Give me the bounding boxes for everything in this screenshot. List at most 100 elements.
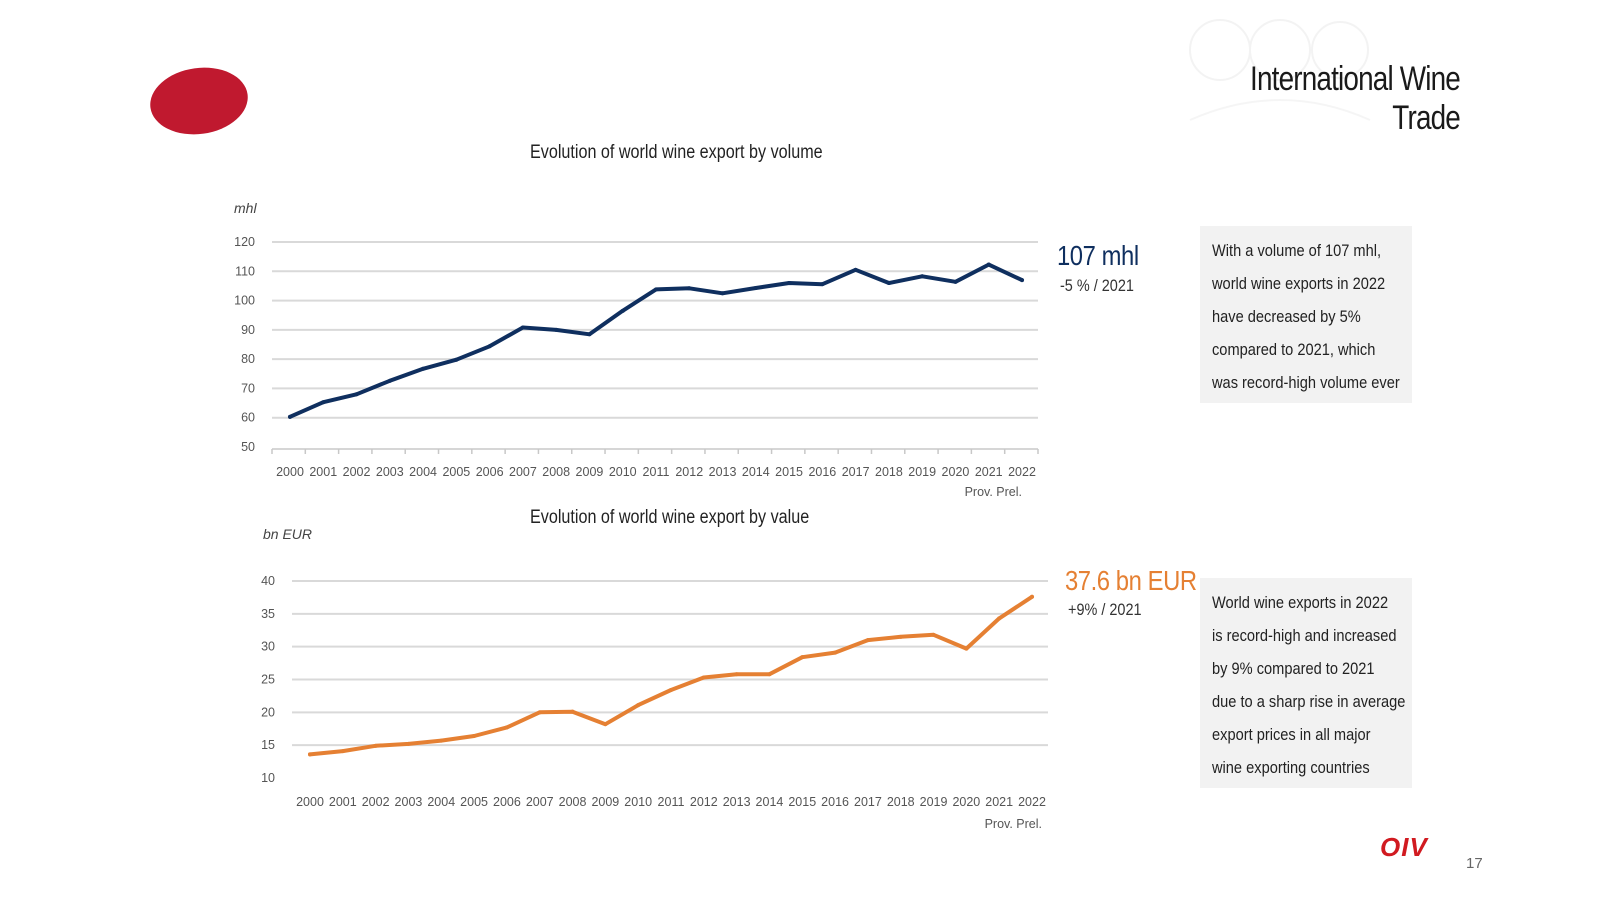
volume-data-point — [288, 414, 292, 419]
volume-data-point — [920, 274, 925, 279]
value-y-tick-label: 25 — [261, 673, 275, 687]
value-x-tick-label: 2001 — [329, 795, 357, 809]
volume-y-tick-label: 120 — [234, 235, 255, 249]
volume-x-tick-label: 2020 — [942, 465, 970, 479]
value-data-point — [636, 703, 641, 708]
value-y-tick-label: 30 — [261, 640, 275, 654]
value-data-point — [800, 655, 805, 660]
value-data-point — [1030, 594, 1034, 599]
value-unit-label: bn EUR — [263, 526, 313, 542]
volume-callout-value: 107 mhl — [1057, 240, 1139, 271]
value-x-tick-label: 2019 — [920, 795, 948, 809]
value-x-tick-label: 2000 — [296, 795, 324, 809]
volume-x-tick-label: 2001 — [309, 465, 337, 479]
volume-x-tick-label: 2011 — [643, 465, 670, 479]
value-x-tick-label: 2003 — [395, 795, 423, 809]
volume-x-tick-label: 2021 — [975, 465, 1003, 479]
value-data-point — [340, 749, 345, 754]
value-x-tick-label: 2004 — [427, 795, 455, 809]
value-note-line: due to a sharp rise in average — [1212, 692, 1406, 711]
volume-x-tick-label: 2009 — [576, 465, 604, 479]
value-data-point — [669, 688, 673, 693]
volume-data-point — [587, 332, 592, 337]
volume-data-point — [1020, 278, 1024, 283]
volume-x-tick-label: 2007 — [509, 465, 537, 479]
volume-note-box: With a volume of 107 mhl, world wine exp… — [1200, 226, 1412, 403]
value-series-line — [308, 594, 1034, 757]
volume-x-tick-label: 2006 — [476, 465, 504, 479]
value-note-line: wine exporting countries — [1212, 758, 1370, 777]
volume-data-point — [487, 344, 492, 349]
value-data-point — [833, 650, 838, 655]
value-data-point — [406, 741, 411, 746]
volume-y-tick-label: 80 — [241, 352, 255, 366]
volume-data-point — [387, 378, 392, 383]
page-number: 17 — [1466, 855, 1483, 872]
volume-x-tick-label: 2019 — [908, 465, 936, 479]
volume-category-note: Prov. Prel. — [965, 485, 1022, 499]
volume-x-tick-label: 2005 — [442, 465, 470, 479]
value-x-tick-label: 2022 — [1018, 795, 1046, 809]
value-x-tick-label: 2008 — [559, 795, 587, 809]
value-data-point — [570, 709, 575, 714]
value-data-point — [537, 710, 542, 715]
volume-note-line: With a volume of 107 mhl, — [1212, 241, 1382, 260]
value-x-tick-label: 2012 — [690, 795, 718, 809]
volume-y-tick-label: 90 — [241, 323, 255, 337]
value-chart-title: Evolution of world wine export by value — [530, 507, 810, 528]
volume-y-tick-label: 70 — [241, 381, 255, 395]
value-note-box: World wine exports in 2022 is record-hig… — [1200, 578, 1412, 788]
volume-x-tick-label: 2017 — [842, 465, 870, 479]
value-x-tick-label: 2009 — [591, 795, 619, 809]
page-title: International Wine Trade — [1250, 60, 1461, 137]
volume-x-tick-label: 2003 — [376, 465, 404, 479]
volume-data-point — [520, 325, 525, 330]
value-data-point — [701, 675, 706, 680]
volume-data-point — [853, 267, 858, 272]
value-y-tick-label: 35 — [261, 607, 275, 621]
watermark-graphic — [1189, 19, 1371, 121]
value-note-line: by 9% compared to 2021 — [1212, 659, 1375, 678]
volume-data-point — [687, 286, 692, 291]
volume-data-point — [787, 281, 792, 285]
value-x-tick-label: 2016 — [821, 795, 849, 809]
volume-x-tick-label: 2012 — [675, 465, 703, 479]
value-x-tick-label: 2002 — [362, 795, 390, 809]
volume-data-point — [753, 285, 758, 290]
volume-x-tick-label: 2022 — [1008, 465, 1036, 479]
volume-x-tick-label: 2014 — [742, 465, 770, 479]
value-x-tick-label: 2007 — [526, 795, 554, 809]
volume-x-tick-label: 2015 — [775, 465, 803, 479]
volume-x-tick-label: 2010 — [609, 465, 637, 479]
value-data-point — [931, 632, 936, 637]
volume-data-point — [321, 400, 326, 405]
volume-series-line — [288, 262, 1024, 419]
volume-data-point — [554, 327, 559, 332]
value-data-point — [964, 646, 969, 651]
value-x-tick-label: 2021 — [985, 795, 1013, 809]
value-category-note: Prov. Prel. — [985, 817, 1042, 831]
volume-x-tick-label: 2002 — [343, 465, 371, 479]
volume-x-tick-label: 2018 — [875, 465, 903, 479]
volume-note-line: world wine exports in 2022 — [1212, 274, 1386, 293]
value-data-point — [997, 616, 1002, 621]
value-x-tick-label: 2011 — [658, 795, 685, 809]
value-callout-change: +9% / 2021 — [1068, 600, 1142, 619]
volume-x-tick-label: 2004 — [409, 465, 437, 479]
volume-note-line: have decreased by 5% — [1212, 307, 1361, 326]
volume-data-point — [454, 357, 459, 362]
value-y-tick-label: 15 — [261, 738, 275, 752]
value-x-tick-label: 2015 — [788, 795, 816, 809]
volume-data-point — [421, 366, 426, 371]
value-y-tick-label: 20 — [261, 705, 275, 719]
volume-callout-change: -5 % / 2021 — [1060, 276, 1134, 295]
volume-x-tick-label: 2016 — [808, 465, 836, 479]
volume-unit-label: mhl — [234, 200, 257, 216]
value-data-point — [603, 722, 608, 727]
volume-data-point — [820, 282, 825, 287]
value-x-tick-label: 2014 — [756, 795, 784, 809]
volume-note-line: compared to 2021, which — [1212, 340, 1376, 359]
value-data-point — [439, 738, 444, 743]
volume-y-tick-label: 110 — [235, 264, 255, 278]
